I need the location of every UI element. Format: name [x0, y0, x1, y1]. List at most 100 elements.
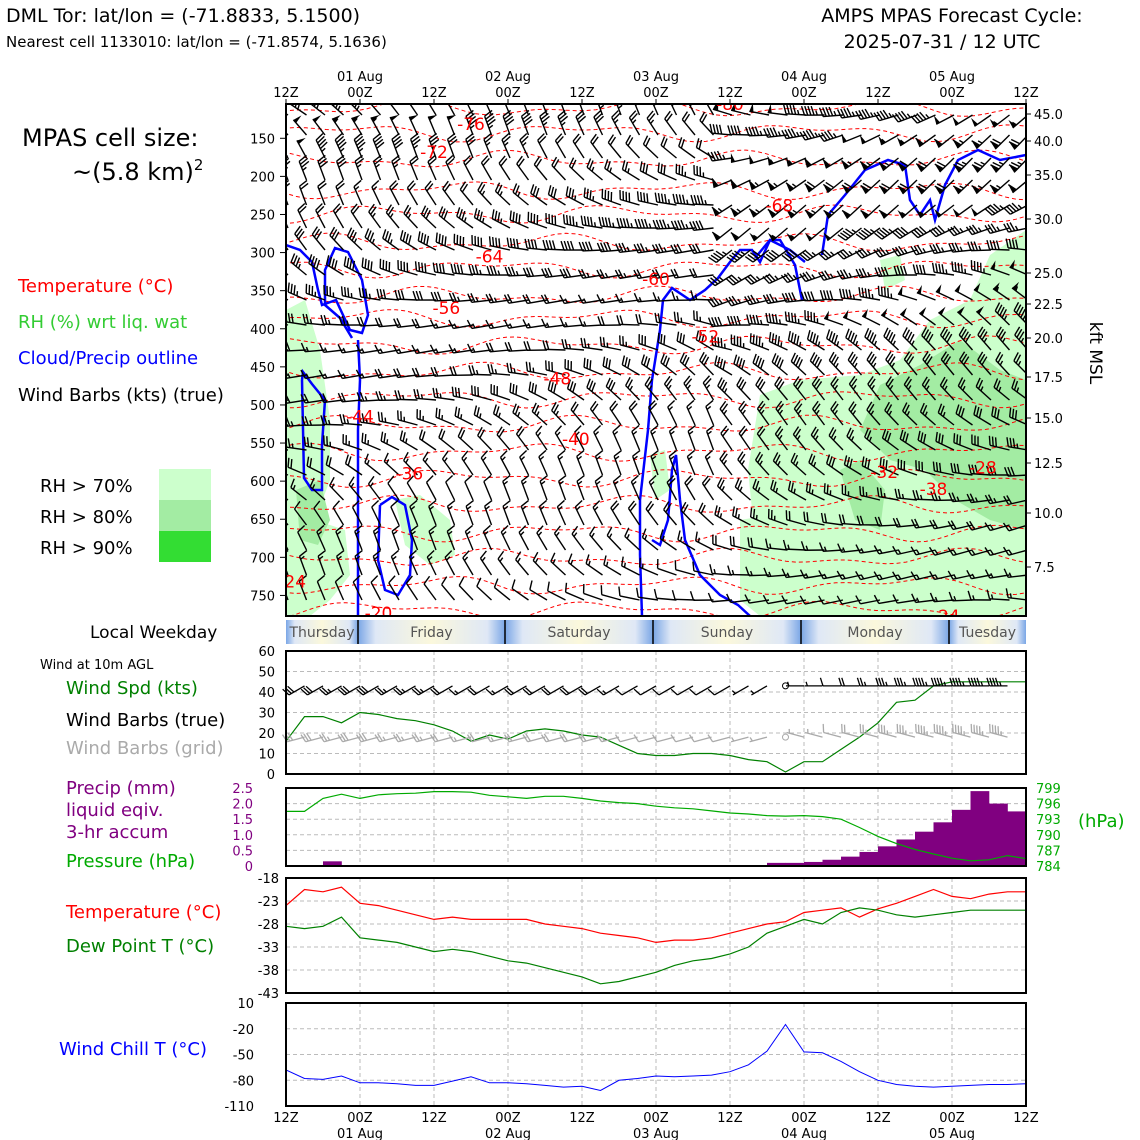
barb-staff: [397, 736, 416, 743]
barb-half-feather: [503, 505, 509, 510]
barb-feather: [777, 403, 785, 412]
barb-feather: [959, 435, 962, 446]
barb-feather: [373, 154, 382, 162]
cloud-outline-path: [300, 368, 327, 492]
barb-feather: [503, 319, 510, 329]
barb-half-feather: [613, 430, 619, 436]
barb-feather: [424, 263, 427, 273]
barb-feather: [315, 259, 321, 270]
isotherm-line: [286, 149, 1026, 168]
barb-feather: [754, 126, 760, 136]
wind-barb: [593, 424, 604, 451]
barb-flag: [915, 209, 924, 218]
barb-feather: [971, 464, 975, 475]
barb-staff: [630, 481, 641, 501]
barb-half-feather: [871, 384, 875, 390]
barb-feather: [822, 107, 827, 117]
precip-bar: [989, 803, 1008, 866]
barb-staff: [674, 598, 696, 601]
barb-feather: [785, 510, 788, 520]
barb-half-feather: [759, 319, 763, 325]
top-hour-label: 12Z: [273, 86, 299, 101]
barb-feather: [790, 128, 797, 138]
barb-half-feather: [633, 455, 638, 460]
barb-feather: [961, 353, 968, 363]
barb-feather: [790, 352, 796, 362]
barb-half-feather: [722, 154, 726, 160]
barb-feather: [438, 206, 444, 216]
barb-half-feather: [851, 111, 856, 117]
barb-half-feather: [788, 160, 793, 165]
barb-half-feather: [614, 119, 619, 124]
barb-feather: [896, 265, 901, 276]
barb-feather: [349, 259, 353, 269]
barb-feather: [459, 264, 464, 275]
barb-staff: [677, 685, 694, 696]
barb-staff: [397, 324, 418, 329]
wind-barb: [619, 190, 640, 206]
wind-barb: [601, 188, 622, 206]
barb-feather: [858, 110, 865, 119]
barb-staff: [445, 161, 456, 181]
barb-feather: [313, 257, 318, 268]
wind-barb: [986, 239, 1010, 251]
barb-half-feather: [872, 362, 877, 368]
barb-feather: [411, 344, 417, 354]
barb-feather: [435, 232, 438, 243]
barb-staff: [455, 685, 472, 696]
wind-barb: [573, 425, 585, 451]
barb-feather: [737, 480, 743, 490]
barb-staff: [342, 736, 361, 743]
barb-feather: [864, 428, 869, 438]
wind-barb: [663, 375, 678, 401]
barb-feather: [586, 188, 589, 199]
barb-feather: [527, 238, 531, 249]
barb-half-feather: [591, 532, 595, 538]
wind-barb: [989, 114, 1010, 128]
barb-half-feather: [617, 104, 623, 109]
barb-feather: [971, 434, 973, 444]
barb-half-feather: [996, 226, 1001, 232]
barb-staff: [325, 685, 342, 696]
barb-feather: [720, 338, 723, 348]
barb-feather: [371, 179, 380, 188]
barb-staff: [642, 143, 659, 159]
barb-half-feather: [791, 183, 797, 188]
barb-feather: [722, 428, 730, 437]
barb-staff: [826, 337, 844, 351]
barb-staff: [471, 273, 492, 276]
wind-barb: [620, 556, 640, 576]
barb-feather: [931, 227, 940, 236]
barb-half-feather: [429, 530, 435, 535]
bottom-date-label: 03 Aug: [633, 1127, 679, 1140]
barb-staff: [390, 506, 400, 526]
wind-barb: [929, 243, 955, 255]
top-date-label: 05 Aug: [929, 70, 975, 85]
barb-feather: [733, 125, 738, 135]
barb-half-feather: [980, 161, 986, 165]
barb-feather: [752, 353, 757, 364]
barb-staff: [695, 540, 714, 551]
barb-feather: [830, 429, 837, 439]
barb-feather: [504, 342, 510, 352]
wind-barb: [799, 129, 825, 141]
barb-feather: [562, 687, 570, 694]
barb-feather: [784, 129, 791, 139]
barb-feather: [642, 162, 646, 173]
barb-half-feather: [749, 570, 753, 576]
barb-staff: [289, 104, 307, 116]
barb-feather: [610, 500, 618, 509]
barb-feather: [379, 288, 383, 299]
barb-staff: [348, 484, 363, 501]
barb-feather: [680, 501, 687, 511]
barb-feather: [1011, 202, 1020, 211]
barb-feather: [417, 231, 421, 241]
barb-feather: [974, 435, 976, 445]
barb-staff: [354, 531, 363, 551]
barb-staff: [612, 481, 622, 501]
barb-half-feather: [669, 455, 675, 460]
wind-barb: [313, 500, 326, 526]
barb-half-feather: [926, 731, 928, 736]
barb-staff: [663, 383, 678, 401]
barb-feather: [899, 724, 902, 734]
